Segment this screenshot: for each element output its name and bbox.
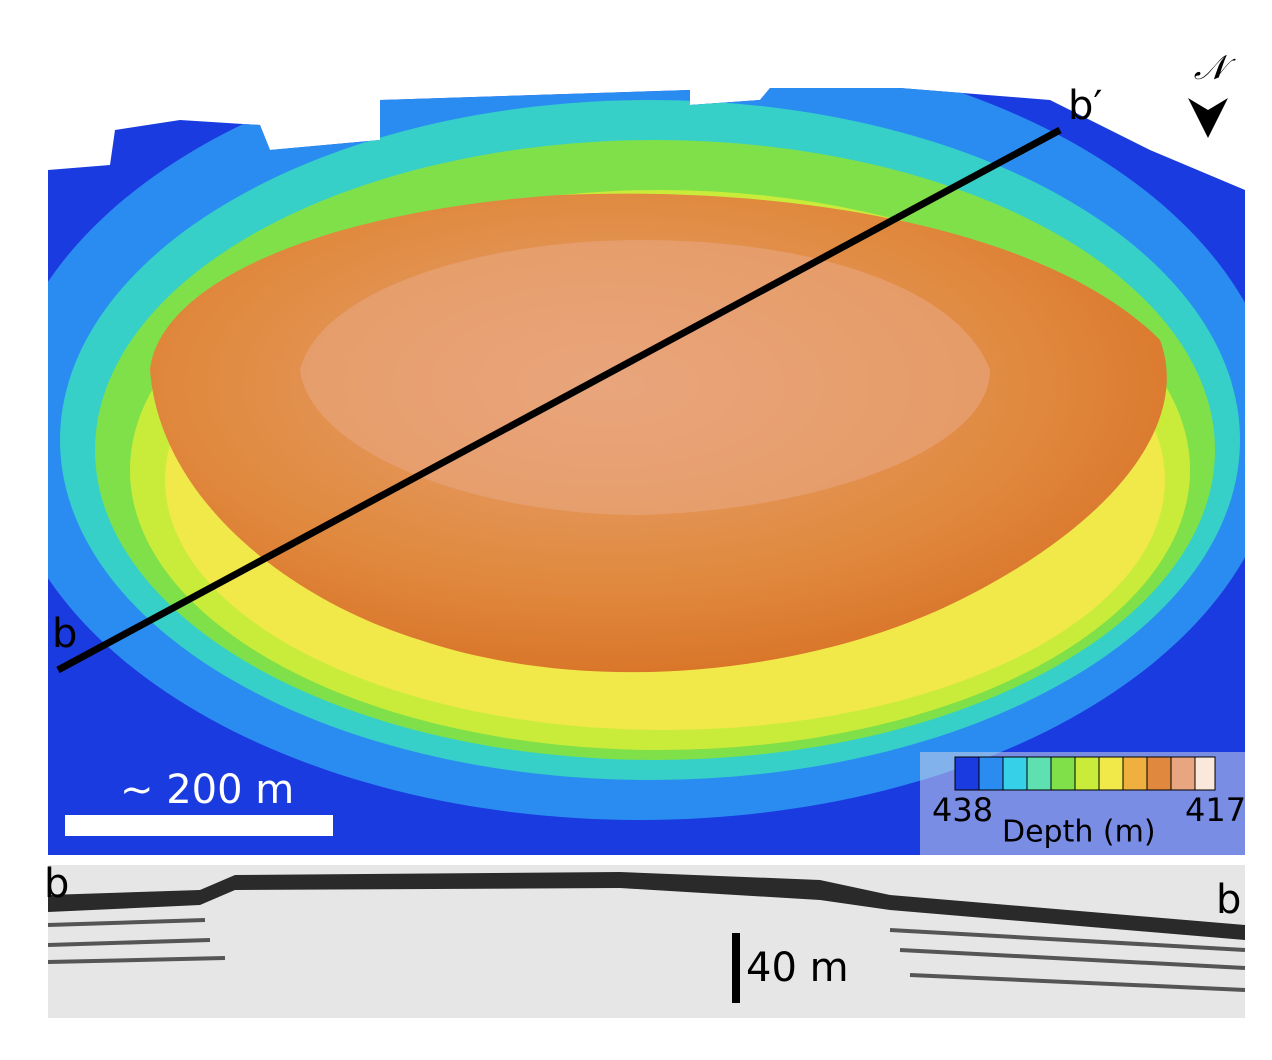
scale-label: ~ 200 m [120, 767, 294, 813]
colorbar-step [1122, 756, 1148, 791]
colorbar-step [1050, 756, 1076, 791]
colorbar-step [1170, 756, 1196, 791]
north-arrow [1188, 98, 1228, 138]
colorbar-step [1098, 756, 1124, 791]
north-label: 𝒩 [1194, 48, 1237, 88]
colorbar-step [1026, 756, 1052, 791]
colorbar-step [1146, 756, 1172, 791]
profile-right-label: b [1216, 877, 1241, 923]
colorbar-step [1074, 756, 1100, 791]
colorbar-step [978, 756, 1004, 791]
colorbar-max: 417 [1185, 791, 1246, 829]
profile-scale-bar [732, 933, 740, 1003]
colorbar-step [1002, 756, 1028, 791]
bathymetry-map [48, 88, 1245, 855]
colorbar [954, 756, 1216, 791]
profile-layers [47, 918, 1246, 992]
colorbar-step [954, 756, 980, 791]
line-start-label: b [52, 611, 77, 657]
scale-bar [65, 815, 333, 836]
colorbar-title: Depth (m) [1002, 815, 1156, 850]
profile-scale-label: 40 m [746, 945, 849, 991]
line-end-label: b′ [1068, 83, 1102, 129]
seismic-profile [47, 865, 1246, 1018]
colorbar-step [1194, 756, 1216, 791]
profile-line [56, 126, 1062, 674]
colorbar-min: 438 [932, 791, 993, 829]
profile-background [48, 865, 1245, 1018]
profile-left-label: b [44, 861, 69, 907]
profile-reflector [48, 872, 1245, 940]
